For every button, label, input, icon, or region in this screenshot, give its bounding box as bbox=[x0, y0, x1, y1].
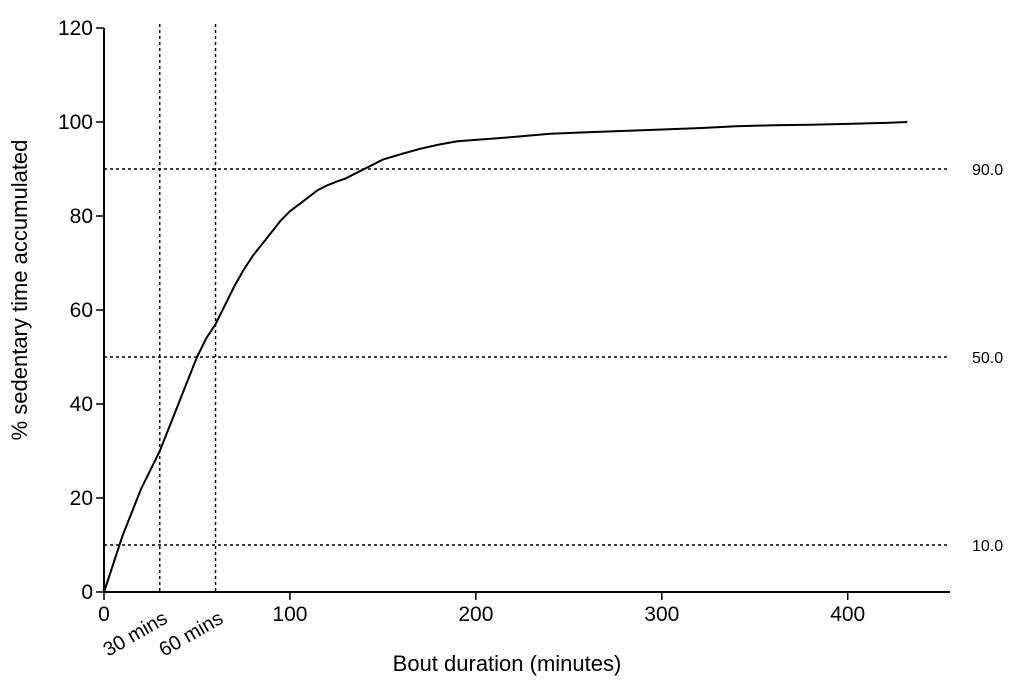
y-axis-title: % sedentary time accumulated bbox=[7, 140, 32, 441]
series-line-0 bbox=[103, 121, 908, 593]
y-tick-label-20: 20 bbox=[70, 487, 93, 510]
axes bbox=[103, 28, 950, 593]
x-tick-label-300: 300 bbox=[644, 603, 679, 626]
series-layer bbox=[103, 121, 908, 593]
ref-label-y-10: 10.0 bbox=[972, 538, 1003, 555]
x-tick-label-100: 100 bbox=[272, 603, 307, 626]
y-tick-label-100: 100 bbox=[58, 111, 93, 134]
x-tick-label-200: 200 bbox=[458, 603, 493, 626]
ref-label-x-60: 60 mins bbox=[155, 607, 227, 661]
ticks: 0 20 40 60 80 100 120 0 100 200 300 400 bbox=[58, 17, 865, 626]
x-tick-label-400: 400 bbox=[830, 603, 865, 626]
y-tick-label-80: 80 bbox=[70, 205, 93, 228]
y-tick-label-60: 60 bbox=[70, 299, 93, 322]
y-tick-label-120: 120 bbox=[58, 17, 93, 40]
ref-label-x-30: 30 mins bbox=[100, 607, 172, 661]
y-tick-label-0: 0 bbox=[81, 581, 93, 604]
x-tick-label-0: 0 bbox=[98, 603, 110, 626]
y-tick-label-40: 40 bbox=[70, 393, 93, 416]
x-axis-title: Bout duration (minutes) bbox=[393, 651, 622, 676]
ref-label-y-50: 50.0 bbox=[972, 350, 1003, 367]
ref-label-y-90: 90.0 bbox=[972, 162, 1003, 179]
